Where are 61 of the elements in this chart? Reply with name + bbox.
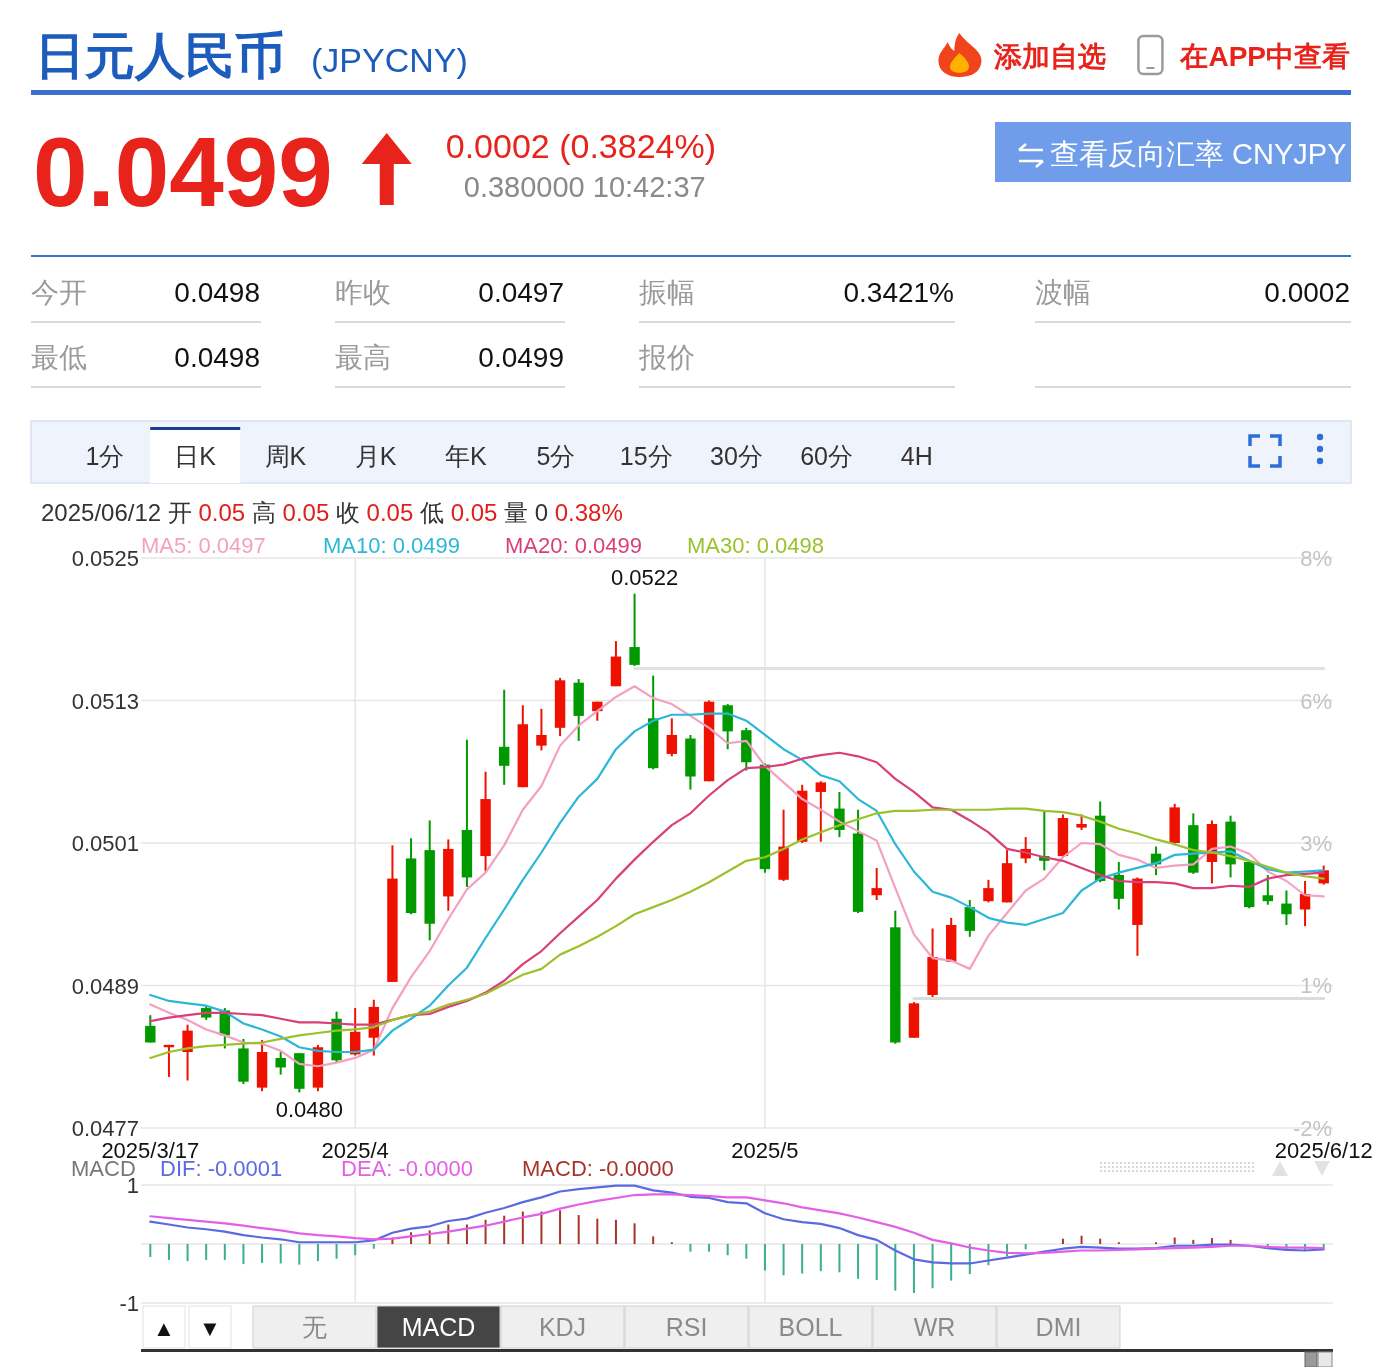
text: 60分 [800,442,854,470]
text: 4H [900,442,933,470]
text: WR [913,1313,956,1341]
y-tick-label: 0.0477 [71,1115,139,1141]
text: KDJ [538,1313,587,1341]
annotation: 0.0480 [275,1097,343,1123]
text: 0.0002 [1264,277,1350,308]
text: 日元人民币 [35,28,285,84]
text: MA30: 0.0498 [687,533,824,558]
text: 最高 [335,342,391,373]
y2-tick-label: 1% [1300,972,1332,998]
text: 添加自选 [993,41,1107,72]
text: 今开 [31,277,87,308]
text: 30分 [709,442,763,470]
text: 无 [302,1313,327,1341]
y2-tick-label: 8% [1300,545,1332,571]
text: MA20: 0.0499 [505,533,642,558]
text: 在APP中查看 [1179,41,1350,72]
y-tick-label: 0.0513 [71,688,139,713]
y-tick-label: -1 [119,1290,139,1316]
text: 0.0498 [174,342,260,373]
text: 月K [354,442,397,470]
text: 昨收 [335,277,391,308]
text: 0.0499 [478,342,564,373]
text: 报价 [638,342,695,373]
text: 0.0498 [174,277,260,308]
text: 振幅 [639,277,695,308]
series-label: MACD: -0.0000 [522,1156,674,1181]
text: 最低 [31,342,87,373]
text: 年K [444,442,487,470]
text: 0.0002 (0.3824%) [445,127,717,165]
y2-tick-label: -2% [1292,1115,1332,1141]
text: DMI [1035,1313,1082,1341]
text: 0.380000 10:42:37 [463,171,706,203]
text: 0.0499 [33,117,333,227]
text: MA10: 0.0499 [323,533,460,558]
text: 15分 [619,442,673,470]
text: RSI [665,1313,708,1341]
text: MA5: 0.0497 [141,533,266,558]
text: ▼ [199,1316,221,1341]
y2-tick-label: 6% [1300,688,1332,714]
y-tick-label: 0.0501 [71,830,139,856]
text: 1分 [85,442,125,470]
text: 周K [264,442,307,470]
text: 0.3421% [843,277,954,308]
text: 0.0497 [478,277,564,308]
text: ▲ [153,1316,175,1341]
text: 日K [174,442,217,470]
annotation: 0.0522 [610,564,679,590]
text: 波幅 [1035,277,1091,308]
y-tick-label: 0.0489 [71,973,139,998]
text: 5分 [536,442,576,470]
y2-tick-label: 3% [1300,830,1332,856]
text: 2025/06/12 开 0.05 高 0.05 收 0.05 低 0.05 量 0 0.38% [41,499,623,526]
text: BOLL [778,1313,843,1341]
text: MACD [401,1313,476,1341]
y-tick-label: 0.0525 [71,545,139,571]
text: 查看反向汇率 CNYJPY [1050,138,1347,170]
x-tick-label: 2025/5 [731,1138,799,1163]
x-tick-label: 2025/6/12 [1274,1138,1373,1163]
text: (JPYCNY) [311,41,468,79]
